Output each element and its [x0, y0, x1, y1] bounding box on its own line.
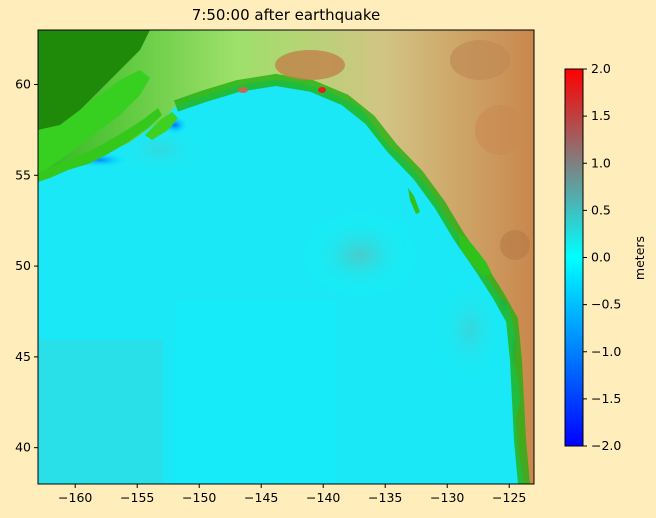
mountains: [450, 40, 510, 80]
x-tick-label: −135: [368, 490, 402, 505]
colorbar-tick-label: 1.5: [591, 108, 611, 123]
x-tick-label: −140: [306, 490, 340, 505]
x-tick-label: −125: [492, 490, 526, 505]
colorbar-tick-label: −1.5: [591, 391, 621, 406]
land-kodiak: [145, 112, 178, 140]
colorbar-tick-label: 1.0: [591, 155, 611, 170]
colorbar-ticks: 2.0 1.5 1.0 0.5 0.0 −0.5 −1.0 −1.5 −2.0: [583, 61, 621, 453]
colorbar-tick-label: −0.5: [591, 297, 621, 312]
colorbar-tick-label: −2.0: [591, 438, 621, 453]
wave-crest: [318, 87, 326, 93]
land-haida-gwaii: [408, 188, 420, 214]
land-coastal-belt: [174, 73, 530, 484]
land-vancouver-island: [458, 232, 492, 276]
x-tick-label: −160: [58, 490, 92, 505]
wave-patch: [430, 270, 510, 390]
wave-patch: [38, 340, 163, 484]
wave-patch: [300, 210, 420, 300]
land-lowland-west: [38, 30, 150, 130]
land-peninsula: [38, 108, 162, 182]
land-lowland-coast: [38, 70, 150, 175]
land-alaska-canada: [38, 30, 534, 484]
y-tick-label: 55: [15, 167, 31, 182]
map-frame: [37, 29, 535, 485]
colorbar-label: meters: [632, 236, 647, 280]
x-tick-label: −145: [244, 490, 278, 505]
colorbar-tick-label: 0.0: [591, 250, 611, 265]
y-tick-label: 40: [15, 440, 31, 455]
colorbar-tick-label: 0.5: [591, 202, 611, 217]
colorbar-tick-label: 2.0: [591, 61, 611, 76]
x-axis: −160 −155 −150 −145 −140 −135 −130 −125: [58, 484, 526, 505]
colorbar: [564, 68, 584, 447]
wave-patch: [175, 300, 335, 484]
x-tick-label: −155: [120, 490, 154, 505]
plot-title: 7:50:00 after earthquake: [191, 6, 381, 24]
mountains: [500, 230, 530, 260]
y-tick-label: 60: [15, 76, 31, 91]
x-tick-label: −130: [430, 490, 464, 505]
y-axis: 40 45 50 55 60: [15, 76, 38, 455]
mountains: [475, 105, 525, 155]
y-tick-label: 45: [15, 349, 31, 364]
mountains: [275, 50, 345, 80]
colorbar-tick-label: −1.0: [591, 344, 621, 359]
map-area: [38, 30, 534, 484]
x-tick-label: −150: [182, 490, 216, 505]
y-tick-label: 50: [15, 258, 31, 273]
wave-crest: [238, 87, 248, 93]
